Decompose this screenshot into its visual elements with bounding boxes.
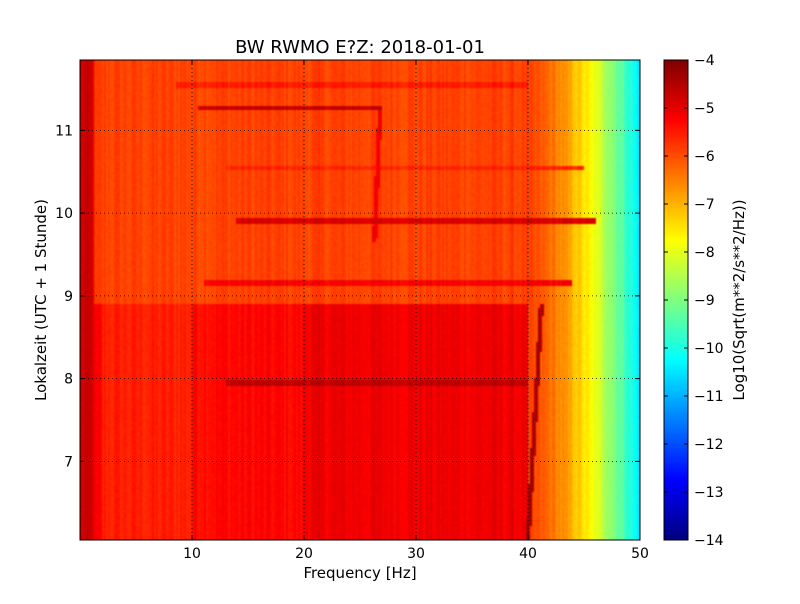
colorbar-tick-label: −11 (694, 389, 724, 405)
y-tick-label: 11 (55, 123, 73, 139)
y-tick-label: 7 (64, 454, 73, 470)
x-tick-label: 30 (407, 546, 425, 562)
x-tick-label: 20 (295, 546, 313, 562)
plot-frame (79, 59, 641, 541)
colorbar-tick-label: −6 (694, 149, 715, 165)
colorbar-ticks: −4 −5 −6 −7 −8 −9 −10 −11 −12 −13 −14 (664, 53, 724, 549)
colorbar-tick-label: −5 (694, 101, 715, 117)
y-tick-label: 9 (64, 289, 73, 305)
colorbar-tick-label: −13 (694, 485, 724, 501)
x-tick-label: 50 (631, 546, 649, 562)
x-axis-label: Frequency [Hz] (303, 564, 416, 582)
chart-title: BW RWMO E?Z: 2018-01-01 (235, 37, 485, 58)
spectrogram-heatmap (80, 60, 640, 540)
colorbar-label: Log10(Sqrt(m**2/s**2/Hz)) (730, 199, 748, 400)
y-axis-label: Lokalzeit (UTC + 1 Stunde) (32, 199, 50, 401)
y-axis-ticks: 7 8 9 10 11 (55, 123, 640, 470)
colorbar-tick-label: −14 (694, 533, 724, 549)
colorbar-tick-label: −8 (694, 245, 715, 261)
colorbar-tick-label: −12 (694, 437, 724, 453)
colorbar-tick-label: −4 (694, 53, 715, 69)
x-tick-label: 10 (183, 546, 201, 562)
y-tick-label: 10 (55, 206, 73, 222)
x-axis-ticks: 10 20 30 40 50 (183, 60, 649, 562)
y-tick-label: 8 (64, 372, 73, 388)
colorbar-tick-label: −7 (694, 197, 715, 213)
x-tick-label: 40 (519, 546, 537, 562)
colorbar-tick-label: −9 (694, 293, 715, 309)
colorbar-tick-label: −10 (694, 341, 724, 357)
